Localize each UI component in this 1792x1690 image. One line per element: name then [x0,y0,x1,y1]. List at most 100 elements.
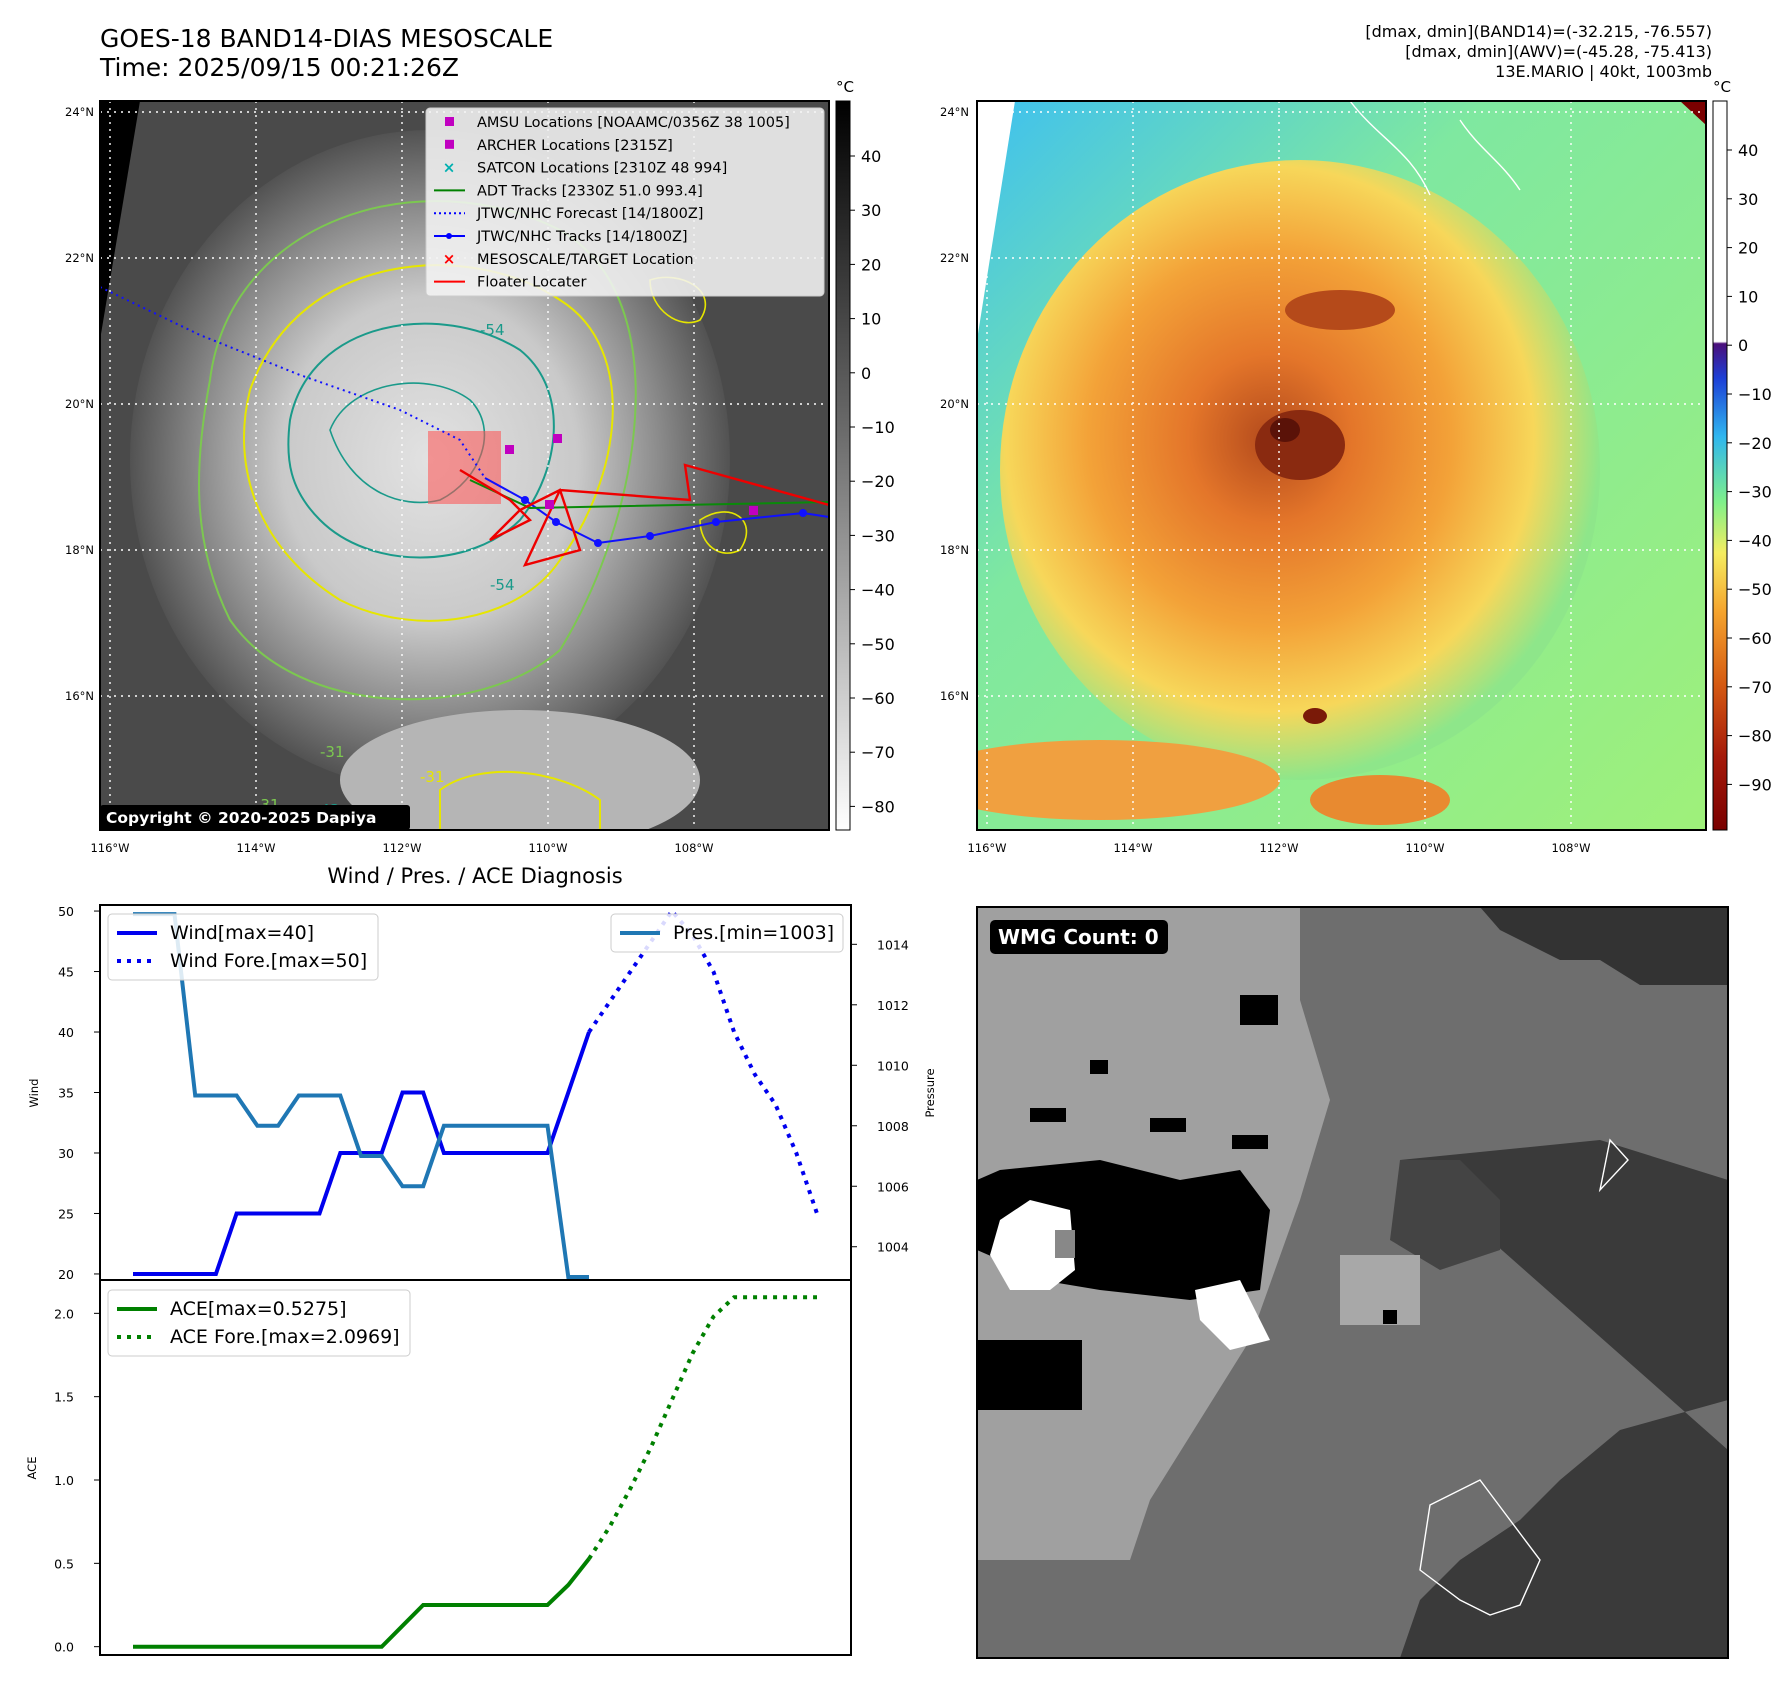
y-tick-label: 20 [58,1267,74,1282]
series-line [133,912,589,1279]
legend-label: ARCHER Locations [2315Z] [477,138,673,154]
series-line [133,1557,591,1649]
chart-title: Wind / Pres. / ACE Diagnosis [327,864,622,888]
legend-label: ACE[max=0.5275] [170,1298,347,1320]
ace-axis-label: ACE [25,1457,39,1480]
pressure-legend: Pres.[min=1003] [610,913,844,953]
contour-label: -31 [420,768,445,786]
info-line-2: [dmax, dmin](AWV)=(-45.28, -75.413) [1405,42,1712,61]
colorbar-tick-label: −30 [861,526,895,545]
colorbar-tick-label: −40 [861,581,895,600]
legend-entry: AMSU Locations [NOAAMC/0356Z 38 1005] [445,115,790,131]
wmg-panel: WMG Count: 0 [976,906,1729,1659]
lat-label: 22°N [940,251,969,265]
colorbar-tick-label: −80 [861,797,895,816]
legend-marker: × [443,159,456,177]
y-tick-label: 30 [58,1146,74,1161]
colorbar-tick-label: −20 [861,472,895,491]
y-tick-label: 40 [58,1025,74,1040]
colorbar-tick-label: 40 [1738,141,1758,160]
y-tick-label: 1.0 [54,1473,74,1488]
figure-title: GOES-18 BAND14-DIAS MESOSCALE Time: 2025… [100,24,553,82]
legend-label: MESOSCALE/TARGET Location [477,252,694,268]
legend-label: Floater Locater [477,275,586,291]
legend-entry: ADT Tracks [2330Z 51.0 993.4] [434,183,703,199]
lon-label: 116°W [967,841,1006,855]
y-tick-label: 35 [58,1086,74,1101]
legend-label: Wind Fore.[max=50] [170,950,367,972]
contour-label: -54 [490,576,515,594]
y-tick-label: 0.5 [54,1556,74,1571]
y-tick-label-right: 1010 [877,1058,909,1073]
wmg-count-text: WMG Count: 0 [998,925,1159,949]
legend-entry: JTWC/NHC Tracks [14/1800Z] [434,229,688,245]
lon-label: 108°W [1551,841,1590,855]
copyright: Copyright © 2020-2025 Dapiya [106,809,376,827]
colorbar-tick-label: −20 [1738,434,1772,453]
info-line-3: 13E.MARIO | 40kt, 1003mb [1495,62,1712,81]
awv-lon-labels: 116°W 114°W 112°W 110°W 108°W [967,841,1590,855]
colorbar-tick-label: −30 [1738,483,1772,502]
colorbar-tick-label: −60 [1738,629,1772,648]
colorbar-tick-label: 30 [1738,190,1758,209]
lat-label: 16°N [65,689,94,703]
title-line-2: Time: 2025/09/15 00:21:26Z [100,53,459,82]
colorbar-tick-label: 0 [861,364,871,383]
ir-colorbar: °C 40 30 20 10 0 −10 −20 −30 −40 −50 −60 −70 −80 [835,78,895,831]
lon-label: 110°W [528,841,567,855]
legend-marker [445,139,454,149]
lat-label: 24°N [65,105,94,119]
colorbar-tick-label: −40 [1738,531,1772,550]
y-tick-label-right: 1006 [877,1179,909,1194]
legend-label: AMSU Locations [NOAAMC/0356Z 38 1005] [477,115,790,131]
legend-entry: × MESOSCALE/TARGET Location [443,250,694,268]
legend-label: Wind[max=40] [170,922,314,944]
colorbar-tick-label: 10 [1738,287,1758,306]
colorbar-tick-label: −50 [861,635,895,654]
lat-label: 16°N [940,689,969,703]
diagnosis-panel: Wind / Pres. / ACE Diagnosis Wind Pressu… [25,864,937,1656]
wind-axis-label: Wind [27,1079,41,1108]
lon-label: 114°W [1113,841,1152,855]
colorbar-tick-label: −70 [1738,678,1772,697]
lat-label: 24°N [940,105,969,119]
colorbar-tick-label: −10 [861,418,895,437]
colorbar-tick-label: −50 [1738,580,1772,599]
ir-legend: AMSU Locations [NOAAMC/0356Z 38 1005] ARC… [425,107,825,297]
lon-label: 110°W [1405,841,1444,855]
colorbar-tick-label: 30 [861,201,881,220]
legend-label: ADT Tracks [2330Z 51.0 993.4] [477,183,703,199]
wmg-count-badge [990,920,1168,954]
lat-label: 20°N [65,397,94,411]
lon-label: 116°W [90,841,129,855]
y-tick-label: 0.0 [54,1640,74,1655]
lat-label: 20°N [940,397,969,411]
wind-legend: Wind[max=40] Wind Fore.[max=50] [107,913,379,981]
colorbar-unit: °C [836,78,854,96]
legend-marker-dot [446,233,452,239]
legend-label: JTWC/NHC Forecast [14/1800Z] [476,206,703,222]
legend-label: ACE Fore.[max=2.0969] [170,1326,400,1348]
contour-label: -54 [480,321,505,339]
y-tick-label: 50 [58,904,74,919]
pressure-axis-label: Pressure [923,1068,937,1117]
awv-lat-labels: 24°N 22°N 20°N 18°N 16°N [940,105,969,703]
lat-label: 18°N [940,543,969,557]
legend-marker [445,117,454,126]
colorbar-tick-label: 20 [861,255,881,274]
legend-entry: × SATCON Locations [2310Z 48 994] [443,159,728,177]
colorbar-tick-label: −60 [861,689,895,708]
y-tick-label: 2.0 [54,1306,74,1321]
lon-label: 112°W [382,841,421,855]
y-tick-label: 25 [58,1206,74,1221]
legend-entry: ARCHER Locations [2315Z] [445,138,673,154]
lat-label: 22°N [65,251,94,265]
lon-label: 108°W [674,841,713,855]
legend-label: JTWC/NHC Tracks [14/1800Z] [476,229,688,245]
figure-info: [dmax, dmin](BAND14)=(-32.215, -76.557) … [1365,22,1712,82]
ir-lat-labels: 24°N 22°N 20°N 18°N 16°N [65,105,94,703]
y-tick-label-right: 1014 [877,937,909,952]
legend-entry: Floater Locater [434,275,586,291]
legend-entry: JTWC/NHC Forecast [14/1800Z] [434,206,703,222]
lon-label: 112°W [1259,841,1298,855]
